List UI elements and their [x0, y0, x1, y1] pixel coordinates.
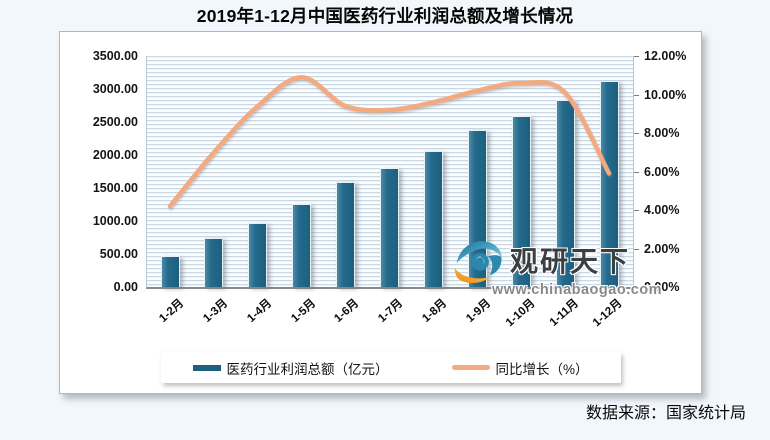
right-axis-tick-label: 6.00% — [644, 164, 680, 179]
left-axis-tick-label: 3500.00 — [92, 49, 138, 63]
legend-label-profit: 医药行业利润总额（亿元） — [226, 361, 389, 377]
bar-1-7月 — [380, 168, 399, 287]
line-series-swatch — [452, 365, 491, 370]
bar-1-10月 — [511, 116, 531, 287]
bar-1-12月 — [599, 81, 619, 287]
right-axis-tick-label: 4.00% — [644, 203, 680, 217]
chart-panel: 3500.00 3000.00 2500.00 2000.00 1500.00 1000.… — [59, 31, 702, 394]
right-axis-tick-mark — [633, 210, 639, 211]
legend-item-growth: 同比增长（%） — [452, 358, 589, 378]
bar-1-3月 — [204, 237, 224, 287]
bar-series-swatch — [193, 364, 222, 371]
bar-1-6月 — [336, 182, 356, 287]
left-axis-tick-label: 500.00 — [99, 247, 138, 261]
right-axis-tick-label: 8.00% — [644, 126, 680, 140]
bar-1-4月 — [248, 222, 268, 287]
legend-item-profit: 医药行业利润总额（亿元） — [193, 358, 388, 378]
bar-1-8月 — [423, 151, 443, 287]
right-axis-tick-label: 2.00% — [644, 241, 680, 256]
x-axis-label: 1-11月 — [547, 297, 582, 329]
left-axis-tick-label: 1500.00 — [92, 181, 138, 195]
left-axis-tick-label: 0.00 — [113, 280, 138, 294]
eye-swirl-logo-icon — [454, 241, 502, 284]
right-axis-tick-label: 12.00% — [644, 49, 687, 63]
x-axis-label: 1-12月 — [591, 297, 626, 330]
legend-label-growth: 同比增长（%） — [495, 361, 589, 377]
plot-area — [146, 56, 634, 289]
watermark-brand-text: 观研天下 — [510, 246, 631, 277]
right-axis-tick-mark — [633, 56, 639, 57]
right-axis-tick-mark — [633, 133, 639, 134]
chart-title: 2019年1-12月中国医药行业利润总额及增长情况 — [196, 6, 574, 26]
x-axis-label: 1-2月 — [157, 297, 187, 325]
x-axis-label: 1-3月 — [200, 297, 230, 325]
x-axis-label: 1-6月 — [332, 297, 362, 325]
right-axis-tick-mark — [633, 171, 639, 173]
right-axis-tick-label: 0.00% — [644, 280, 680, 294]
bar-1-2月 — [160, 256, 180, 287]
watermark: 观研天下 www.chinabaogao.com — [452, 234, 702, 298]
x-axis-label: 1-5月 — [288, 297, 318, 325]
x-axis-label: 1-9月 — [464, 297, 494, 325]
right-axis-tick-mark — [633, 248, 639, 250]
bar-1-5月 — [292, 203, 312, 287]
left-axis-tick-label: 2000.00 — [92, 148, 138, 162]
right-axis-tick-mark — [633, 94, 639, 96]
x-axis-label: 1-8月 — [420, 297, 450, 325]
watermark-url-text: www.chinabaogao.com — [491, 282, 663, 298]
right-axis-tick-label: 10.00% — [644, 87, 687, 102]
data-source-note: 数据来源：国家统计局 — [585, 405, 746, 422]
growth-line-path — [167, 74, 612, 209]
right-axis-tick-mark — [633, 287, 639, 288]
left-axis-tick-label: 3000.00 — [92, 82, 138, 96]
left-axis-tick-label: 1000.00 — [92, 214, 138, 228]
x-axis-label: 1-10月 — [503, 297, 538, 330]
left-axis-tick-label: 2500.00 — [92, 115, 138, 129]
x-axis-label: 1-4月 — [244, 297, 274, 325]
bar-1-11月 — [555, 99, 575, 287]
x-axis-label: 1-7月 — [376, 297, 406, 325]
growth-line-series — [167, 74, 612, 209]
legend: 医药行业利润总额（亿元） 同比增长（%） — [161, 352, 621, 383]
